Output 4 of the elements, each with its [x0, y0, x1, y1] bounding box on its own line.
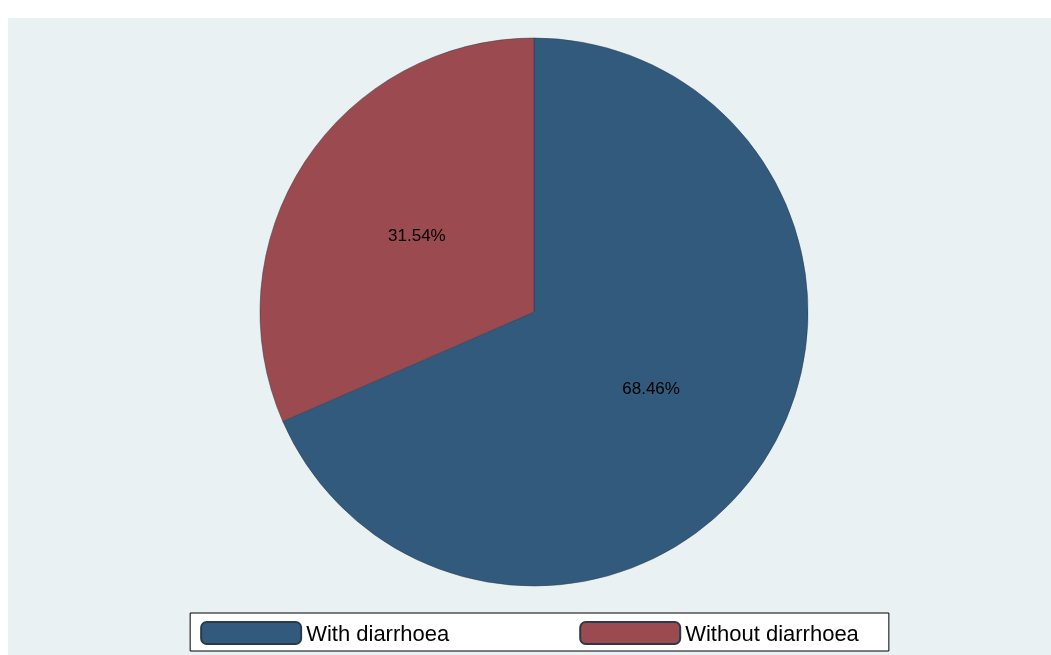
- legend-label: Without diarrhoea: [685, 620, 860, 646]
- data-label: 68.46%: [622, 379, 680, 399]
- data-label: 31.54%: [388, 225, 446, 245]
- legend-label: With diarrhoea: [306, 620, 450, 646]
